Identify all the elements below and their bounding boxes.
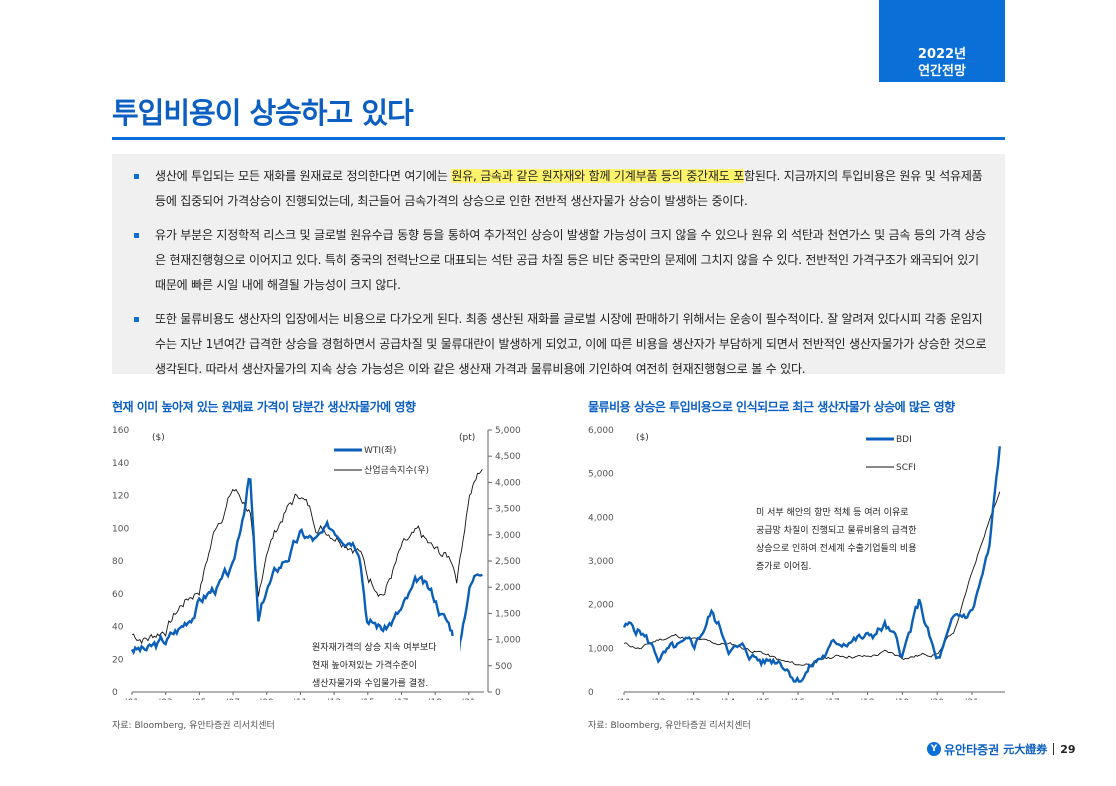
- page-number: 29: [1060, 742, 1076, 756]
- bullet-square-icon: [134, 174, 139, 179]
- left-tick-label: 4,000: [588, 513, 614, 523]
- legend-label-scfi: SCFI: [896, 463, 916, 473]
- right-tick-label: 3,000: [495, 531, 521, 541]
- left-tick-label: 3,000: [588, 557, 614, 567]
- left-tick-label: 80: [112, 557, 124, 567]
- right-tick-label: 1,500: [495, 609, 521, 619]
- title-divider: [112, 137, 1005, 140]
- x-tick-label: '09: [260, 698, 274, 700]
- left-tick-label: 160: [112, 426, 129, 436]
- right-tick-label: 2,500: [495, 557, 521, 567]
- legend-label-wti: WTI(좌): [364, 445, 396, 456]
- left-tick-label: 120: [112, 492, 129, 502]
- left-tick-label: 6,000: [588, 426, 614, 436]
- left-tick-label: 2,000: [588, 601, 614, 611]
- x-tick-label: '05: [192, 698, 206, 700]
- summary-box: 생산에 투입되는 모든 재화를 원재료로 정의한다면 여기에는 원유, 금속과 …: [112, 154, 1005, 376]
- right-unit-label: (pt): [459, 433, 475, 443]
- bullet-3: 또한 물류비용도 생산자의 입장에서는 비용으로 다가오게 된다. 최종 생산된…: [128, 307, 989, 382]
- annotation-line: 미 서부 해안의 항만 적체 등 여러 이유로: [756, 506, 909, 518]
- chart-right: 6,000 5,000 4,000 3,000 2,000 1,000 0 '11 '12 '13…: [588, 426, 1005, 700]
- right-tick-label: 4,500: [495, 452, 521, 462]
- x-tick-label: '14: [721, 698, 735, 700]
- x-tick-label: '13: [687, 698, 701, 700]
- bullet-square-icon: [134, 317, 139, 322]
- x-tick-label: '01: [125, 698, 139, 700]
- bullet-square-icon: [134, 233, 139, 238]
- bullet-1: 생산에 투입되는 모든 재화를 원재료로 정의한다면 여기에는 원유, 금속과 …: [128, 164, 989, 214]
- right-tick-label: 0: [495, 688, 501, 698]
- x-tick-label: '03: [159, 698, 173, 700]
- left-unit-label: ($): [636, 433, 649, 443]
- annotation-box: [308, 636, 460, 690]
- chart-left: 160 140 120 100 80 60 40 20 0 5,000 4,500 4,000 3,50…: [112, 426, 521, 700]
- x-tick-label: '16: [791, 698, 805, 700]
- left-tick-label: 140: [112, 459, 129, 469]
- x-tick-label: '19: [895, 698, 909, 700]
- x-tick-label: '13: [327, 698, 341, 700]
- chart-left-source: 자료: Bloomberg, 유안타증권 리서치센터: [112, 721, 275, 731]
- left-tick-label: 100: [112, 524, 129, 534]
- annotation-line: 원자재가격의 상승 지속 여부보다: [312, 641, 437, 653]
- x-tick-label: '21: [462, 698, 476, 700]
- annotation-box: [752, 500, 944, 572]
- x-tick-label: '15: [756, 698, 770, 700]
- footer: Y 유안타증권 元大證券 29: [927, 740, 1076, 758]
- left-tick-label: 5,000: [588, 470, 614, 480]
- right-tick-label: 3,500: [495, 505, 521, 515]
- x-tick-label: '12: [652, 698, 666, 700]
- x-tick-label: '15: [361, 698, 375, 700]
- left-tick-label: 0: [112, 688, 118, 698]
- highlight-text: 원유, 금속과 같은 원자재와 함께 기계부품 등의 중간재도 포: [451, 169, 745, 183]
- chart-right-source: 자료: Bloomberg, 유안타증권 리서치센터: [588, 721, 751, 731]
- brand-name: 유안타증권: [944, 742, 1000, 757]
- series-line-metal-index: [131, 469, 483, 645]
- right-tick-label: 500: [495, 662, 512, 672]
- x-tick-label: '17: [826, 698, 840, 700]
- x-tick-label: '17: [395, 698, 409, 700]
- x-tick-label: '20: [930, 698, 944, 700]
- series-line-wti: [130, 477, 483, 666]
- yuanta-logo-icon: Y: [927, 742, 941, 756]
- right-tick-label: 4,000: [495, 478, 521, 488]
- bullet-2: 유가 부분은 지정학적 리스크 및 글로벌 원유수급 동향 등을 통하여 추가적…: [128, 223, 989, 298]
- right-tick-label: 5,000: [495, 426, 521, 436]
- left-tick-label: 0: [588, 688, 594, 698]
- x-tick-label: '21: [965, 698, 979, 700]
- x-tick-label: '18: [861, 698, 875, 700]
- legend-label-bdi: BDI: [896, 435, 912, 445]
- badge-year: 2022년: [917, 47, 967, 62]
- annotation-line: 공급망 차질이 진행되고 물류비용의 급격한: [756, 524, 917, 536]
- left-tick-label: 1,000: [588, 644, 614, 654]
- left-tick-label: 60: [112, 590, 124, 600]
- left-tick-label: 40: [112, 623, 124, 633]
- x-tick-label: '07: [226, 698, 240, 700]
- x-tick-label: '11: [293, 698, 307, 700]
- brand-name-cn: 元大證券: [1003, 743, 1048, 756]
- annotation-line: 현재 높아져있는 가격수준이: [312, 659, 417, 671]
- right-tick-label: 2,000: [495, 583, 521, 593]
- badge-sub: 연간전망: [918, 64, 966, 79]
- chart-left-caption: 현재 이미 높아져 있는 원재료 가격이 당분간 생산자물가에 영향: [112, 400, 416, 414]
- annotation-line: 증가로 이어짐.: [756, 561, 811, 572]
- chart-right-caption: 물류비용 상승은 투입비용으로 인식되므로 최근 생산자물가 상승에 많은 영향: [588, 400, 955, 414]
- left-unit-label: ($): [152, 433, 165, 443]
- annotation-line: 상승으로 인하여 전세계 수출기업들의 비용: [756, 542, 917, 554]
- left-tick-label: 20: [112, 655, 124, 665]
- series-line-bdi: [622, 446, 1001, 683]
- footer-divider: [1053, 743, 1055, 755]
- x-tick-label: '11: [617, 698, 631, 700]
- annotation-line: 생산자물가와 수입물가를 결정.: [312, 677, 428, 689]
- report-badge: 2022년 연간전망: [879, 0, 1005, 82]
- legend-label-metal: 산업금속지수(우): [364, 465, 429, 476]
- x-tick-label: '19: [428, 698, 442, 700]
- right-tick-label: 1,000: [495, 636, 521, 646]
- page-title: 투입비용이 상승하고 있다: [112, 96, 414, 130]
